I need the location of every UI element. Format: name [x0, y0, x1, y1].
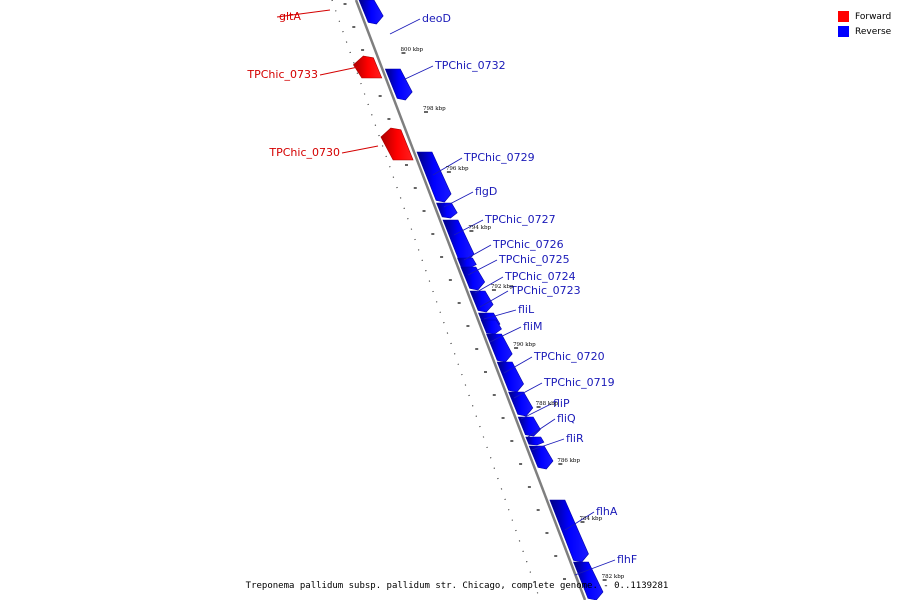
legend-reverse-label: Reverse	[855, 26, 892, 37]
forward-swatch	[838, 11, 849, 22]
gene-arrow-flil[interactable]	[480, 319, 502, 335]
gene-label-flha[interactable]: flhA	[596, 505, 618, 518]
leader-line-flil	[483, 309, 517, 320]
tick-label: 798 kbp	[423, 106, 446, 112]
tick-label: 792 kbp	[491, 284, 514, 290]
leader-line-tpchic_0727	[453, 219, 484, 236]
gene-label-tpchic_0725[interactable]: TPChic_0725	[498, 253, 570, 266]
gene-label-flhf[interactable]: flhF	[617, 553, 637, 566]
legend: Forward Reverse	[838, 9, 891, 39]
gene-label-flir[interactable]: fliR	[566, 432, 584, 445]
gene-arrow-flgd[interactable]	[436, 202, 458, 219]
gene-label-flil[interactable]: fliL	[518, 303, 535, 316]
gene-label-tpchic_0729[interactable]: TPChic_0729	[463, 151, 535, 164]
gene-arrow-flhf[interactable]	[573, 561, 604, 600]
tick-labels: 800 kbp 798 kbp 796 kbp 794 kbp 792 kbp 790 k…	[400, 47, 624, 580]
gene-arrow-tpchic_0720[interactable]	[496, 361, 524, 393]
tick-label: 784 kbp	[579, 516, 602, 522]
gene-arrows	[353, 0, 604, 600]
genome-title: Treponema pallidum subsp. pallidum str. …	[246, 581, 669, 591]
gene-label-tpchic_0733[interactable]: TPChic_0733	[246, 68, 318, 81]
gene-arrow-flim[interactable]	[486, 333, 513, 363]
gene-arrow-tpchic_0724[interactable]	[469, 290, 494, 313]
tick-label: 786 kbp	[557, 458, 580, 464]
gene-arrow-tpchic_0732[interactable]	[384, 68, 413, 101]
gene-arrow-flha[interactable]	[549, 499, 589, 563]
legend-reverse: Reverse	[838, 24, 891, 39]
leader-line-tpchic_0732	[402, 65, 434, 81]
gene-arrow-deod[interactable]	[358, 0, 384, 25]
gene-label-flip[interactable]: fliP	[553, 397, 570, 410]
gene-label-tpchic_0727[interactable]: TPChic_0727	[484, 213, 556, 226]
gene-labels: gltA deoD TPChic_0733 TPChic_0732 TPChic_073…	[246, 10, 637, 566]
gene-arrow-tpchic_0733[interactable]	[353, 55, 383, 79]
gene-label-tpchic_0724[interactable]: TPChic_0724	[504, 270, 576, 283]
gene-label-tpchic_0730[interactable]: TPChic_0730	[268, 146, 340, 159]
leader-line-tpchic_0720	[503, 356, 533, 374]
gene-label-tpchic_0719[interactable]: TPChic_0719	[543, 376, 615, 389]
gene-arrow-fliq[interactable]	[525, 436, 545, 446]
tick-label: 790 kbp	[513, 342, 536, 348]
tick-label: 788 kbp	[536, 401, 559, 407]
leader-line-tpchic_0723	[479, 290, 509, 308]
tick-label: 796 kbp	[446, 166, 469, 172]
gene-label-deod[interactable]: deoD	[422, 12, 451, 25]
leader-line-flha	[564, 511, 595, 531]
tick-marks	[343, 3, 607, 581]
gene-arrow-flip[interactable]	[517, 416, 541, 437]
tick-label: 782 kbp	[602, 574, 625, 580]
legend-forward-label: Forward	[855, 11, 892, 22]
legend-forward: Forward	[838, 9, 891, 24]
genome-backbone	[354, 0, 587, 600]
tick-label: 800 kbp	[400, 47, 423, 53]
leader-line-flim	[489, 326, 522, 343]
inner-dotted-ring	[331, 0, 541, 600]
leader-line-tpchic_0725	[467, 259, 498, 276]
gene-label-fliq[interactable]: fliQ	[557, 412, 576, 425]
leader-lines	[276, 9, 616, 576]
leader-line-fliq	[527, 418, 556, 438]
gene-label-tpchic_0732[interactable]: TPChic_0732	[434, 59, 506, 72]
leader-line-flgd	[443, 191, 474, 208]
leader-line-flip	[520, 403, 552, 420]
leader-line-tpchic_0726	[463, 244, 492, 261]
gene-label-flim[interactable]: fliM	[523, 320, 542, 333]
gene-arrow-tpchic_0726[interactable]	[457, 257, 477, 269]
leader-line-tpchic_0733	[319, 66, 359, 76]
leader-line-tpchic_0719	[513, 382, 543, 399]
gene-arrow-flir[interactable]	[528, 445, 554, 470]
gene-label-tpchic_0723[interactable]: TPChic_0723	[509, 284, 581, 297]
leader-line-tpchic_0730	[341, 145, 379, 154]
leader-line-glta	[276, 9, 331, 18]
gene-arrow-tpchic_0729[interactable]	[416, 151, 452, 203]
leader-line-deod	[389, 18, 421, 35]
leader-line-flhf	[574, 559, 616, 576]
leader-line-tpchic_0729	[432, 157, 463, 176]
gene-arrow-tpchic_0730[interactable]	[380, 127, 414, 161]
gene-label-tpchic_0720[interactable]: TPChic_0720	[533, 350, 605, 363]
tick-label: 794 kbp	[468, 225, 491, 231]
leader-line-tpchic_0724	[474, 276, 504, 294]
gene-label-glta[interactable]: gltA	[279, 10, 301, 23]
gene-label-flgd[interactable]: flgD	[475, 185, 497, 198]
gene-arrow-tpchic_0725[interactable]	[460, 266, 486, 291]
reverse-swatch	[838, 26, 849, 37]
leader-line-flir	[531, 438, 565, 451]
gene-label-tpchic_0726[interactable]: TPChic_0726	[492, 238, 564, 251]
